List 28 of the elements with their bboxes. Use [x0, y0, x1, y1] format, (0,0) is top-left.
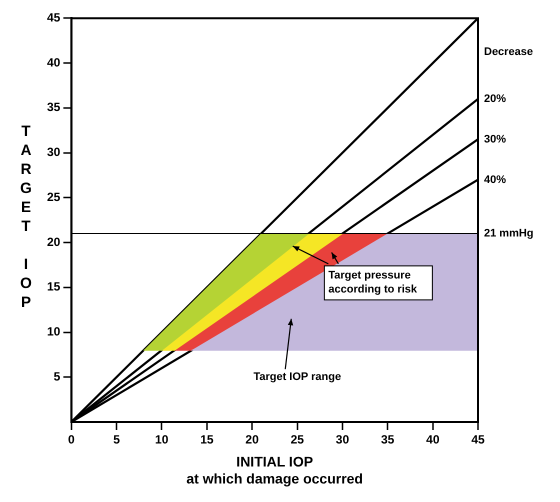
y-tick-label: 25 [46, 190, 61, 204]
series-label: 30% [484, 133, 506, 146]
series-label: 20% [484, 92, 506, 105]
x-tick-label: 30 [336, 432, 350, 447]
x-tick-label: 10 [155, 432, 169, 447]
x-tick-label: 25 [290, 432, 304, 447]
x-tick-label: 0 [68, 432, 76, 447]
x-tick-label: 40 [426, 432, 440, 447]
x-tick-label: 5 [113, 432, 120, 447]
y-axis-title: TARGET IOP [18, 123, 34, 313]
x-tick-label: 15 [200, 432, 214, 447]
x-tick-label: 20 [245, 432, 260, 447]
y-tick-label: 15 [46, 280, 61, 294]
annotation: Target pressure according to risk [328, 269, 418, 296]
y-tick-label: 20 [46, 234, 61, 249]
series-label: 40% [484, 174, 506, 186]
x-tick-label: 45 [471, 432, 485, 447]
x-tick-label: 35 [380, 432, 395, 447]
y-tick-label: 35 [46, 100, 61, 114]
annotation: Target IOP range [253, 371, 342, 384]
legend-title: Decrease [484, 46, 533, 58]
y-tick-label: 10 [46, 324, 61, 339]
y-tick-label: 45 [46, 10, 61, 25]
ref-line-label: 21 mmHg [484, 228, 534, 240]
y-tick-label: 40 [46, 55, 61, 70]
x-axis-title: INITIAL IOP at which damage occurred [186, 454, 363, 486]
y-tick-label: 5 [54, 369, 61, 384]
y-tick-label: 30 [46, 145, 61, 160]
